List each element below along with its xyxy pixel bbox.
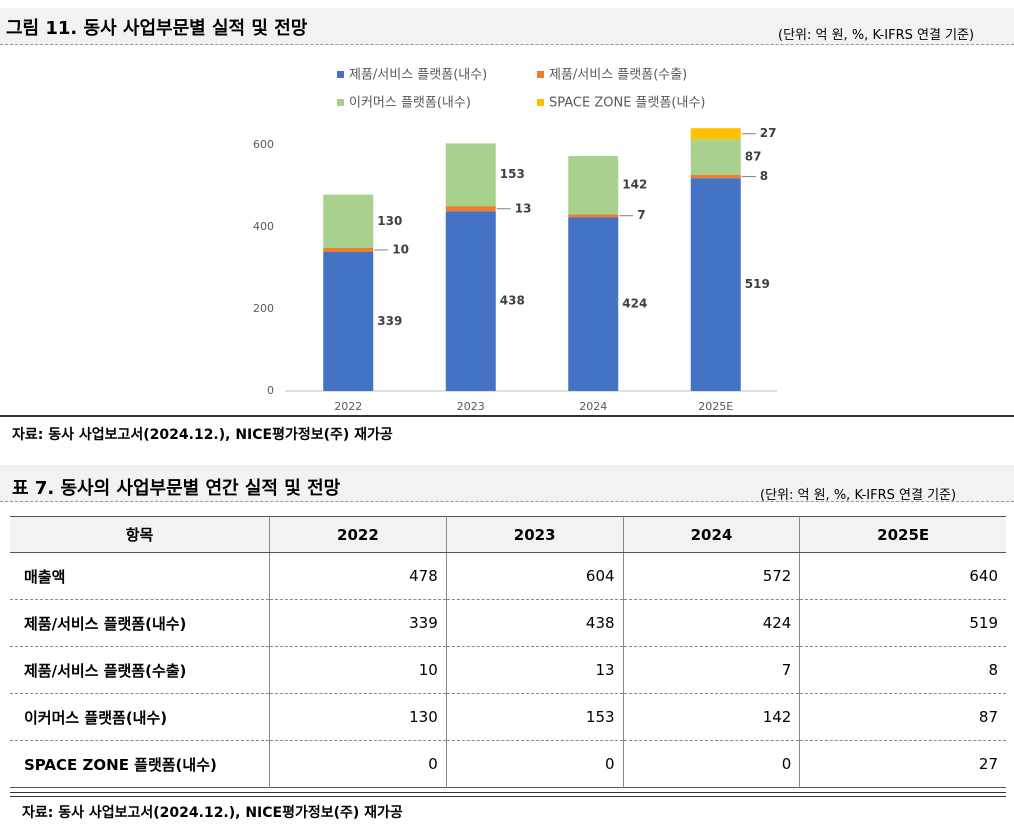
data-label: 8 bbox=[760, 169, 768, 183]
bar-segment bbox=[568, 217, 619, 391]
legend-label: 제품/서비스 플랫폼(수출) bbox=[549, 68, 687, 83]
table-cell: 87 bbox=[799, 693, 1006, 741]
table-cell: 제품/서비스 플랫폼(내수) bbox=[10, 599, 270, 647]
table-cell: 142 bbox=[622, 693, 800, 741]
table-cell: 8 bbox=[799, 646, 1006, 694]
header-cell: 항목 bbox=[10, 516, 270, 553]
table-cell: 130 bbox=[269, 693, 447, 741]
divider bbox=[0, 415, 1014, 417]
legend-swatch bbox=[337, 71, 344, 78]
bar-segment bbox=[690, 174, 741, 179]
bar-segment bbox=[568, 156, 619, 215]
legend-swatch bbox=[337, 99, 344, 106]
data-label: 27 bbox=[760, 126, 777, 140]
data-label: 438 bbox=[500, 294, 525, 308]
data-label: 10 bbox=[392, 242, 409, 256]
table-cell: 640 bbox=[799, 552, 1006, 600]
table-cell: 0 bbox=[269, 740, 447, 788]
table-cell: 604 bbox=[445, 552, 624, 600]
bar-segment bbox=[690, 139, 741, 175]
table-cell: 10 bbox=[269, 646, 447, 694]
bar-segment bbox=[323, 194, 374, 248]
bar-segment bbox=[568, 214, 619, 218]
data-table: 항목 2022 2023 2024 2025E 매출액 478 604 572 640 제품/서비스… bbox=[10, 516, 1006, 788]
bar-segment bbox=[445, 206, 496, 212]
header-cell: 2023 bbox=[445, 516, 624, 553]
table-cell: 424 bbox=[622, 599, 800, 647]
bar-segment bbox=[323, 247, 374, 253]
y-tick-label: 0 bbox=[267, 384, 274, 397]
bar-segment bbox=[323, 252, 374, 391]
table-cell: 572 bbox=[622, 552, 800, 600]
table-header bbox=[0, 465, 1014, 502]
table-cell: 제품/서비스 플랫폼(수출) bbox=[10, 646, 270, 694]
table-cell: 0 bbox=[622, 740, 800, 788]
legend-swatch bbox=[537, 99, 544, 106]
x-tick-label: 2023 bbox=[457, 400, 485, 413]
header-cell: 2025E bbox=[799, 516, 1006, 553]
divider bbox=[10, 792, 1006, 797]
header-cell: 2022 bbox=[269, 516, 447, 553]
table-cell: 이커머스 플랫폼(내수) bbox=[10, 693, 270, 741]
table-row: 제품/서비스 플랫폼(내수) 339 438 424 519 bbox=[10, 599, 1006, 647]
x-tick-label: 2025E bbox=[698, 400, 733, 413]
table-unit: (단위: 억 원, %, K-IFRS 연결 기준) bbox=[760, 488, 957, 503]
table-cell: 13 bbox=[445, 646, 624, 694]
data-label: 424 bbox=[622, 297, 647, 311]
x-tick-label: 2024 bbox=[579, 400, 607, 413]
figure-unit: (단위: 억 원, %, K-IFRS 연결 기준) bbox=[778, 28, 975, 43]
table-row: 매출액 478 604 572 640 bbox=[10, 552, 1006, 600]
table-cell: 0 bbox=[445, 740, 624, 788]
figure-header bbox=[0, 8, 1014, 45]
data-label: 153 bbox=[500, 167, 525, 181]
table-cell: 매출액 bbox=[10, 552, 270, 600]
table-cell: SPACE ZONE 플랫폼(내수) bbox=[10, 740, 270, 788]
table-row: 이커머스 플랫폼(내수) 130 153 142 87 bbox=[10, 693, 1006, 741]
table-cell: 438 bbox=[445, 599, 624, 647]
data-label: 87 bbox=[745, 150, 762, 164]
bar-segment bbox=[690, 128, 741, 140]
y-tick-label: 600 bbox=[253, 138, 274, 151]
bar-segment bbox=[445, 211, 496, 391]
table-cell: 519 bbox=[799, 599, 1006, 647]
data-label: 519 bbox=[745, 277, 770, 291]
table-cell: 339 bbox=[269, 599, 447, 647]
legend-swatch bbox=[537, 71, 544, 78]
y-tick-label: 400 bbox=[253, 220, 274, 233]
table-cell: 478 bbox=[269, 552, 447, 600]
legend-label: 제품/서비스 플랫폼(내수) bbox=[349, 68, 487, 83]
y-tick-label: 200 bbox=[253, 302, 274, 315]
table-row: SPACE ZONE 플랫폼(내수) 0 0 0 27 bbox=[10, 740, 1006, 788]
header-cell: 2024 bbox=[622, 516, 800, 553]
x-tick-label: 2022 bbox=[334, 400, 362, 413]
figure-source: 자료: 동사 사업보고서(2024.12.), NICE평가정보(주) 재가공 bbox=[12, 427, 393, 443]
data-label: 339 bbox=[377, 314, 402, 328]
table-cell: 7 bbox=[622, 646, 800, 694]
bar-segment bbox=[690, 178, 741, 391]
table-cell: 153 bbox=[445, 693, 624, 741]
data-label: 13 bbox=[515, 201, 532, 215]
figure-title: 그림 11. 동사 사업부문별 실적 및 전망 bbox=[6, 18, 308, 39]
legend-label: SPACE ZONE 플랫폼(내수) bbox=[549, 96, 706, 111]
bar-segment bbox=[445, 143, 496, 207]
legend-label: 이커머스 플랫폼(내수) bbox=[349, 96, 471, 111]
chart: 제품/서비스 플랫폼(내수) 제품/서비스 플랫폼(수출) 이커머스 플랫폼(내수)… bbox=[253, 68, 777, 413]
table-cell: 27 bbox=[799, 740, 1006, 788]
table-row: 제품/서비스 플랫폼(수출) 10 13 7 8 bbox=[10, 646, 1006, 694]
data-label: 142 bbox=[622, 178, 647, 192]
table-source: 자료: 동사 사업보고서(2024.12.), NICE평가정보(주) 재가공 bbox=[22, 805, 403, 821]
data-label: 130 bbox=[377, 214, 402, 228]
table-title: 표 7. 동사의 사업부문별 연간 실적 및 전망 bbox=[12, 478, 341, 499]
data-label: 7 bbox=[637, 208, 645, 222]
